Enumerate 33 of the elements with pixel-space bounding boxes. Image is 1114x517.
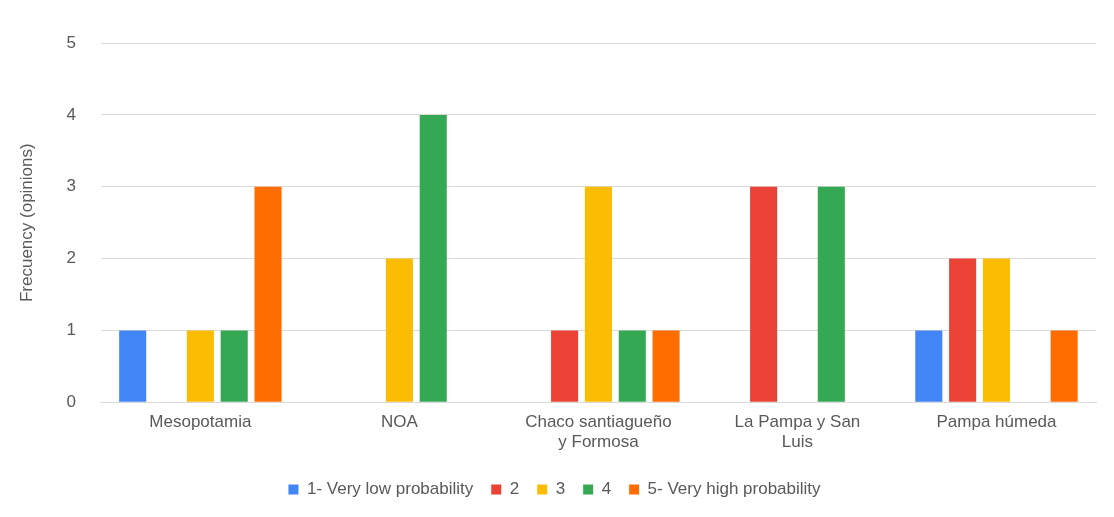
legend-label: 5- Very high probability (647, 479, 822, 499)
bar (419, 115, 447, 402)
legend-label: 2 (509, 479, 520, 499)
x-tick-label: La Pampa y San Luis (734, 412, 861, 452)
bar (584, 186, 612, 402)
bar (385, 258, 413, 402)
bar (119, 330, 147, 402)
y-tick-label: 5 (66, 32, 76, 52)
x-tick-label: Mesopotamia (149, 412, 252, 432)
bar (949, 258, 977, 402)
bar (551, 330, 579, 402)
bar (618, 330, 646, 402)
x-tick-label: NOA (380, 412, 419, 432)
y-tick-label: 0 (66, 391, 76, 411)
y-tick-label: 3 (66, 176, 76, 196)
bar (254, 186, 282, 402)
legend-label: 4 (601, 479, 612, 499)
x-tick-label: Chaco santiagueño y Formosa (525, 412, 672, 452)
bar (186, 330, 214, 402)
y-axis-title: Frecuency (opinions) (16, 143, 36, 303)
x-tick-label: Pampa húmeda (936, 412, 1058, 432)
bar (652, 330, 680, 402)
bar (982, 258, 1011, 402)
y-tick-label: 1 (66, 320, 76, 340)
bar (750, 186, 778, 402)
legend-label: 1- Very low probability (306, 479, 474, 499)
bar (915, 330, 943, 402)
bar (220, 330, 248, 402)
y-tick-label: 2 (66, 248, 76, 268)
bar (1050, 330, 1078, 402)
y-tick-label: 4 (66, 104, 76, 124)
bar (817, 186, 845, 402)
legend-label: 3 (555, 479, 566, 499)
